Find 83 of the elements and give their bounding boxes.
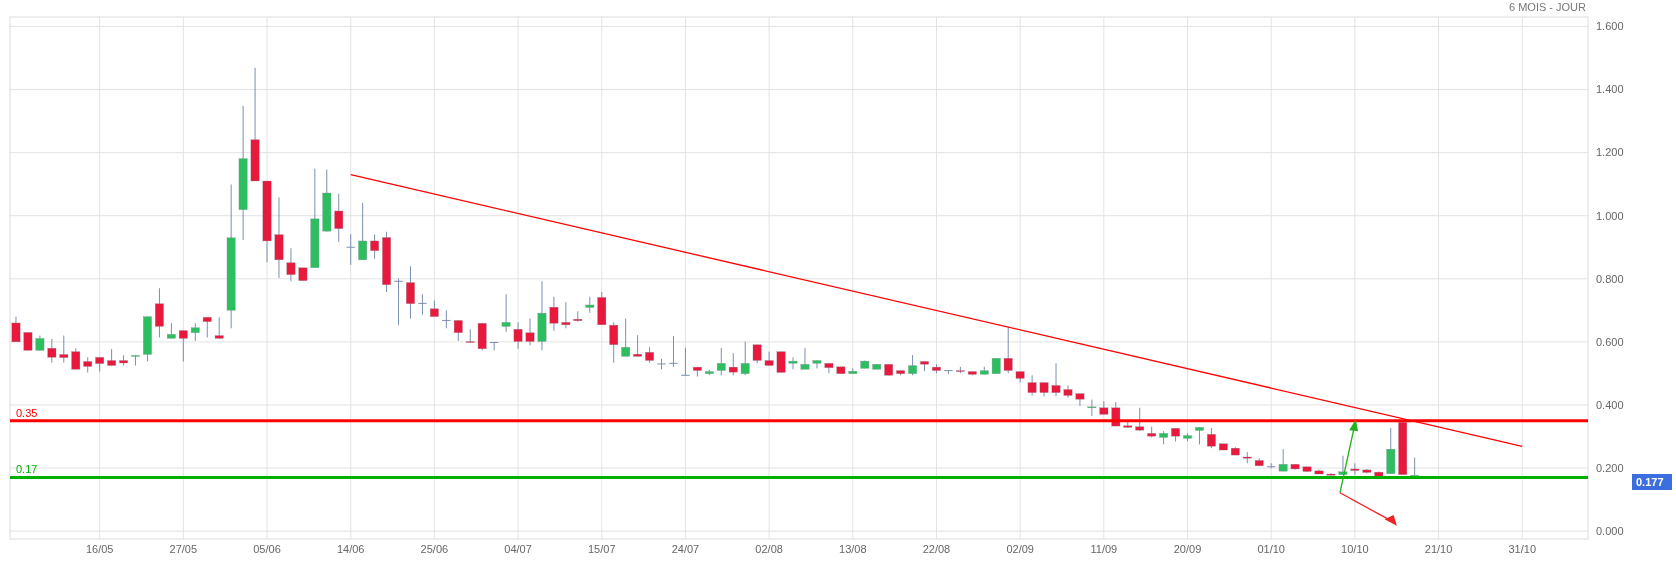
candlestick bbox=[71, 347, 81, 370]
x-tick-label: 01/10 bbox=[1257, 543, 1285, 555]
candlestick bbox=[59, 335, 69, 364]
x-tick-label: 24/07 bbox=[671, 543, 700, 555]
candlestick bbox=[513, 321, 523, 350]
candlestick bbox=[1003, 325, 1013, 374]
candlestick bbox=[943, 370, 954, 375]
chart-subtitle: 6 MOIS - JOUR bbox=[1508, 1, 1587, 13]
candlestick bbox=[202, 316, 212, 338]
x-tick-label: 02/09 bbox=[1006, 543, 1034, 555]
candlestick bbox=[334, 193, 344, 243]
candlestick bbox=[286, 247, 296, 282]
x-tick-label: 05/06 bbox=[253, 543, 281, 555]
candlestick bbox=[668, 335, 679, 368]
text: 0.177 bbox=[1636, 475, 1664, 488]
candlestick bbox=[1278, 448, 1288, 472]
candlestick bbox=[812, 359, 822, 369]
x-tick-label: 22/08 bbox=[922, 543, 951, 555]
candlestick bbox=[573, 310, 583, 323]
y-tick-label: 1.200 bbox=[1596, 146, 1624, 159]
x-tick-label: 11/09 bbox=[1090, 543, 1118, 555]
candlestick bbox=[131, 354, 140, 367]
candlestick bbox=[609, 321, 619, 364]
candlestick bbox=[1051, 362, 1061, 397]
y-tick-label: 1.000 bbox=[1596, 209, 1624, 222]
x-tick-label: 20/09 bbox=[1173, 543, 1202, 555]
x-tick-label: 10/10 bbox=[1341, 543, 1369, 555]
candlestick bbox=[764, 351, 774, 367]
candlestick bbox=[406, 265, 415, 320]
x-tick-label: 14/06 bbox=[336, 543, 365, 555]
x-tick-label: 31/10 bbox=[1508, 543, 1537, 555]
candlestick bbox=[788, 356, 798, 370]
candlestick bbox=[621, 318, 630, 357]
candlestick bbox=[525, 318, 535, 346]
candlestick bbox=[561, 301, 571, 329]
x-tick-label: 21/10 bbox=[1424, 543, 1453, 555]
candlestick bbox=[549, 296, 559, 332]
ref-line-label: 0.17 bbox=[16, 463, 38, 476]
x-tick-label: 25/06 bbox=[420, 543, 449, 555]
candlestick bbox=[800, 347, 810, 370]
ref-line-label: 0.35 bbox=[16, 406, 38, 419]
y-tick-label: 0.000 bbox=[1596, 524, 1624, 537]
candlestick bbox=[453, 319, 463, 342]
candlestick bbox=[346, 233, 356, 266]
candlestick bbox=[740, 341, 750, 376]
candlestick bbox=[214, 316, 224, 339]
candlestick bbox=[11, 316, 21, 343]
candlestick bbox=[908, 354, 917, 376]
x-tick-label: 02/08 bbox=[755, 543, 783, 555]
candlestick bbox=[1063, 384, 1073, 399]
y-tick-label: 0.400 bbox=[1596, 398, 1624, 411]
x-tick-label: 04/07 bbox=[504, 543, 532, 555]
candlestick bbox=[716, 347, 726, 376]
y-tick-label: 1.400 bbox=[1596, 83, 1624, 96]
candlestick bbox=[1075, 393, 1085, 407]
candlestick bbox=[417, 293, 428, 316]
candlestick bbox=[776, 351, 786, 373]
candlestick bbox=[465, 328, 475, 343]
candlestick bbox=[358, 202, 367, 261]
candlestick bbox=[680, 347, 691, 376]
candlestick bbox=[370, 233, 379, 260]
candlestick bbox=[1350, 462, 1360, 476]
y-tick-label: 1.600 bbox=[1596, 20, 1624, 33]
candlestick bbox=[179, 330, 188, 362]
y-tick-label: 0.200 bbox=[1596, 461, 1624, 474]
candlestick bbox=[633, 334, 642, 357]
candlestick bbox=[752, 344, 762, 364]
y-tick-label: 0.600 bbox=[1596, 335, 1624, 348]
candlestick bbox=[393, 277, 404, 326]
candlestick bbox=[501, 293, 511, 333]
x-tick-label: 16/05 bbox=[85, 543, 114, 555]
x-tick-label: 15/07 bbox=[587, 543, 616, 555]
y-tick-label: 0.800 bbox=[1596, 272, 1624, 285]
candlestick bbox=[47, 338, 57, 364]
candlestick bbox=[728, 352, 738, 376]
candlestick bbox=[155, 287, 164, 338]
candlestick bbox=[1027, 374, 1037, 396]
x-tick-label: 27/05 bbox=[169, 543, 198, 555]
candlestick bbox=[441, 309, 452, 329]
x-tick-label: 13/08 bbox=[839, 543, 867, 555]
candlestick bbox=[1087, 399, 1097, 417]
candlestick bbox=[824, 362, 834, 374]
candlestick bbox=[1207, 427, 1216, 449]
